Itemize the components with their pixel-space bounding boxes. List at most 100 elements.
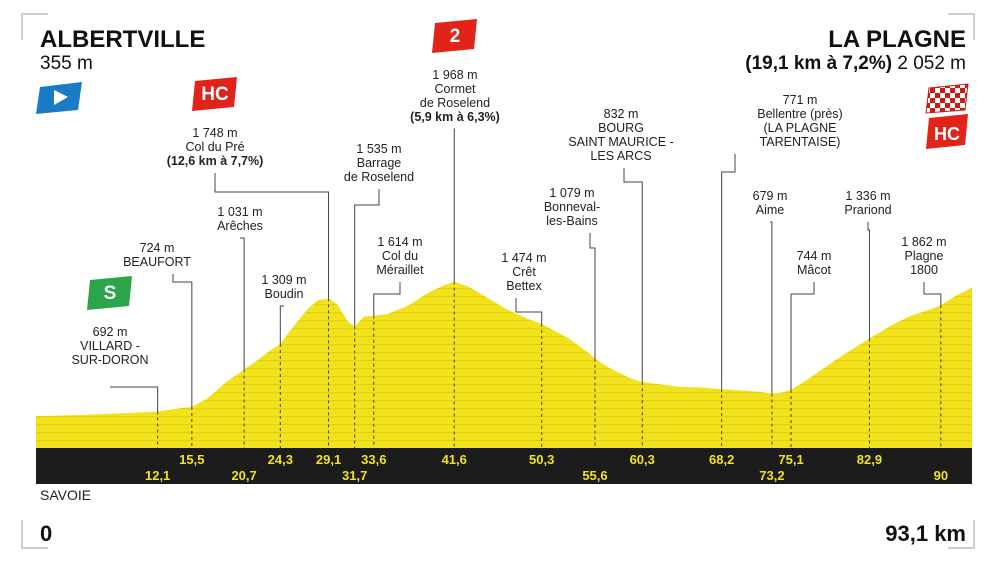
km-tick-label: 82,9 [857, 452, 882, 467]
axis-start-label: 0 [40, 521, 52, 546]
checker-square [965, 108, 968, 113]
location-name-line: BEAUFORT [123, 255, 191, 269]
location-name-line: Prariond [844, 203, 891, 217]
location-name-line: (LA PLAGNE [764, 121, 837, 135]
badge-label: S [104, 283, 117, 304]
checker-square [935, 108, 940, 113]
checker-square [960, 84, 965, 88]
profile-stripe [36, 320, 972, 322]
badge-label: HC [201, 84, 229, 105]
climb-badges: S HC 2 [87, 19, 477, 310]
location-leader-line [214, 173, 330, 299]
location-leader-line [923, 282, 942, 306]
location-name-line: Plagne [905, 249, 944, 263]
badge-shape [432, 19, 477, 53]
location-name-line: (5,9 km à 6,3%) [410, 110, 500, 124]
finish-hc-badge-icon: HC [926, 114, 968, 149]
annotation-leaders [110, 128, 942, 448]
location-name-line: LES ARCS [590, 149, 651, 163]
location-altitude: 744 m [797, 249, 832, 263]
start-altitude: 355 m [40, 53, 93, 74]
km-tick-label: 73,2 [759, 468, 784, 483]
finish-altitude: 2 052 m [897, 53, 966, 74]
km-tick-label: 55,6 [582, 468, 607, 483]
badge-label: 2 [450, 26, 461, 47]
location-altitude: 1 474 m [501, 251, 546, 265]
km-tick-label: 15,5 [179, 452, 204, 467]
location-leader-line [623, 168, 643, 383]
checker-square [940, 98, 945, 103]
location-altitude: 679 m [753, 189, 788, 203]
profile-stripe [36, 392, 972, 394]
checker-square [955, 103, 960, 108]
location-name-line: Aime [756, 203, 785, 217]
checker-square [965, 88, 968, 93]
location-leader-line [110, 386, 159, 412]
profile-stripe [36, 360, 972, 362]
location-name-line: Col du [382, 249, 418, 263]
km-tick-labels: 15,5 24,3 29,1 33,6 41,6 50,3 60,3 68,2 75,1 82,9… [145, 452, 948, 483]
location-leader-line [770, 221, 773, 394]
checker-square [935, 103, 940, 108]
climb-category-badge-icon: HC [192, 77, 237, 111]
location-leader-line [790, 282, 815, 390]
checker-square [926, 108, 930, 113]
profile-stripe [36, 368, 972, 370]
location-name-line: 1800 [910, 263, 938, 277]
location-leader-line [589, 233, 596, 359]
checker-square [935, 88, 940, 93]
profile-stripe [36, 376, 972, 378]
profile-stripe [36, 408, 972, 410]
location-leader-line [373, 282, 401, 316]
location-name-line: (12,6 km à 7,7%) [167, 154, 264, 168]
checker-square [960, 88, 965, 93]
location-name-line: de Roselend [420, 96, 490, 110]
location-leader-line [453, 128, 455, 282]
checker-square [926, 84, 930, 88]
km-tick-label: 29,1 [316, 452, 341, 467]
finish-climb: (19,1 km à 7,2%) [745, 53, 892, 74]
finish-flag-icon [925, 83, 969, 114]
profile-stripe [36, 424, 972, 426]
checker-square [945, 108, 950, 113]
location-name-line: Cormet [435, 82, 477, 96]
location-name-line: VILLARD - [80, 339, 140, 353]
location-name-line: Crêt [512, 265, 536, 279]
profile-stripe [36, 296, 972, 298]
start-town: ALBERTVILLE [40, 26, 205, 53]
checker-square [955, 84, 960, 88]
location-altitude: 1 031 m [217, 205, 262, 219]
location-altitude: 1 535 m [356, 142, 401, 156]
location-leader-line [515, 298, 543, 324]
location-name-line: Mâcot [797, 263, 832, 277]
location-leader-line [172, 274, 193, 407]
start-flag-icon [36, 82, 82, 114]
location-altitude: 1 968 m [432, 68, 477, 82]
location-altitude: 1 862 m [901, 235, 946, 249]
checker-square [965, 84, 968, 88]
checker-square [955, 98, 960, 103]
km-tick-label: 50,3 [529, 452, 554, 467]
finish-hc-badge-label: HC [934, 124, 960, 144]
profile-stripe [36, 352, 972, 354]
region-label: SAVOIE [40, 487, 91, 503]
location-altitude: 771 m [783, 93, 818, 107]
checker-square [950, 98, 955, 103]
location-name-line: Bettex [506, 279, 542, 293]
profile-area [36, 272, 972, 448]
checker-square [955, 93, 960, 98]
profile-stripe [36, 344, 972, 346]
location-leader-line [240, 237, 245, 370]
profile-stripe [36, 432, 972, 434]
km-tick-label: 20,7 [231, 468, 256, 483]
km-tick-label: 24,3 [268, 452, 293, 467]
km-tick-label: 33,6 [361, 452, 386, 467]
location-altitude: 724 m [140, 241, 175, 255]
location-name-line: SUR-DORON [71, 353, 148, 367]
profile-stripe [36, 272, 972, 273]
frame-corners [21, 13, 975, 549]
axis-end-label: 93,1 km [885, 521, 966, 546]
checker-square [945, 98, 950, 103]
